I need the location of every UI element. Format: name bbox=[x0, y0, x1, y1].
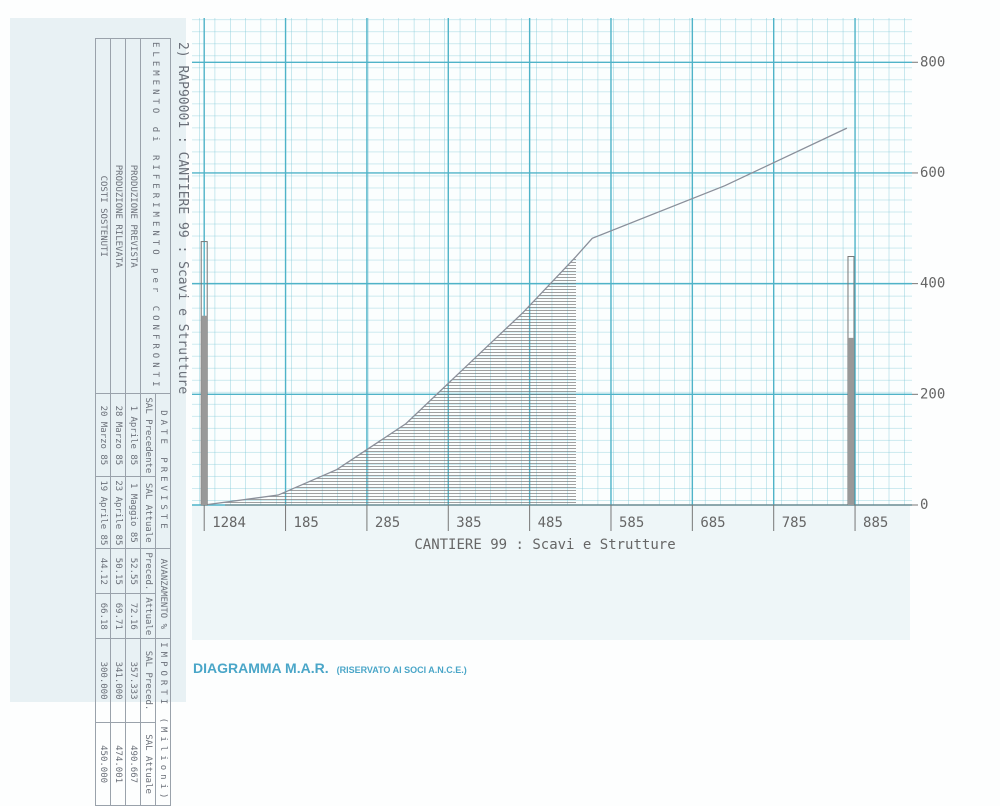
line bbox=[204, 127, 848, 506]
footer-note: (RISERVATO AI SOCI A.N.C.E.) bbox=[336, 665, 467, 675]
x-tick-label: 785 bbox=[782, 515, 807, 531]
sub-header: SAL Attuale bbox=[140, 722, 156, 806]
x-tick-label: 685 bbox=[700, 515, 725, 531]
col-group: IMPORTI (Milioni) bbox=[155, 638, 171, 806]
y-tick-label: 800 bbox=[920, 54, 945, 70]
x-tick-label: 285 bbox=[375, 515, 400, 531]
chart-title: CANTIERE 99 : Scavi e Strutture bbox=[414, 537, 675, 553]
chart: CANTIERE 99 : Scavi e Strutture 0 200 400 6… bbox=[192, 18, 945, 640]
x-tick-label: 585 bbox=[619, 515, 644, 531]
y-tick-label: 0 bbox=[920, 497, 928, 513]
x-tick-label: 885 bbox=[863, 515, 888, 531]
y-tick-label: 600 bbox=[920, 165, 945, 181]
y-tick-label: 200 bbox=[920, 386, 945, 402]
bar-fill bbox=[847, 337, 854, 505]
y-tick-label: 400 bbox=[920, 276, 945, 292]
table-panel: 2) RAP90001 : CANTIERE 99 : Scavi e Stru… bbox=[10, 18, 190, 806]
footer-title: DIAGRAMMA M.A.R. bbox=[193, 660, 329, 676]
bar-fill bbox=[201, 315, 208, 505]
cell: 474.001 bbox=[110, 722, 126, 806]
x-tick-label: 485 bbox=[538, 515, 563, 531]
footer: DIAGRAMMA M.A.R. (RISERVATO AI SOCI A.N.C… bbox=[193, 660, 467, 678]
hatched-area bbox=[204, 256, 577, 505]
page: 2) RAP90001 : CANTIERE 99 : Scavi e Stru… bbox=[10, 18, 946, 806]
x-tick-label: 385 bbox=[456, 515, 481, 531]
cell: 450.000 bbox=[95, 722, 111, 806]
x-tick-label: 185 bbox=[294, 515, 319, 531]
cell: 490.667 bbox=[125, 722, 141, 806]
x-tick-label: 1284 bbox=[212, 515, 246, 531]
